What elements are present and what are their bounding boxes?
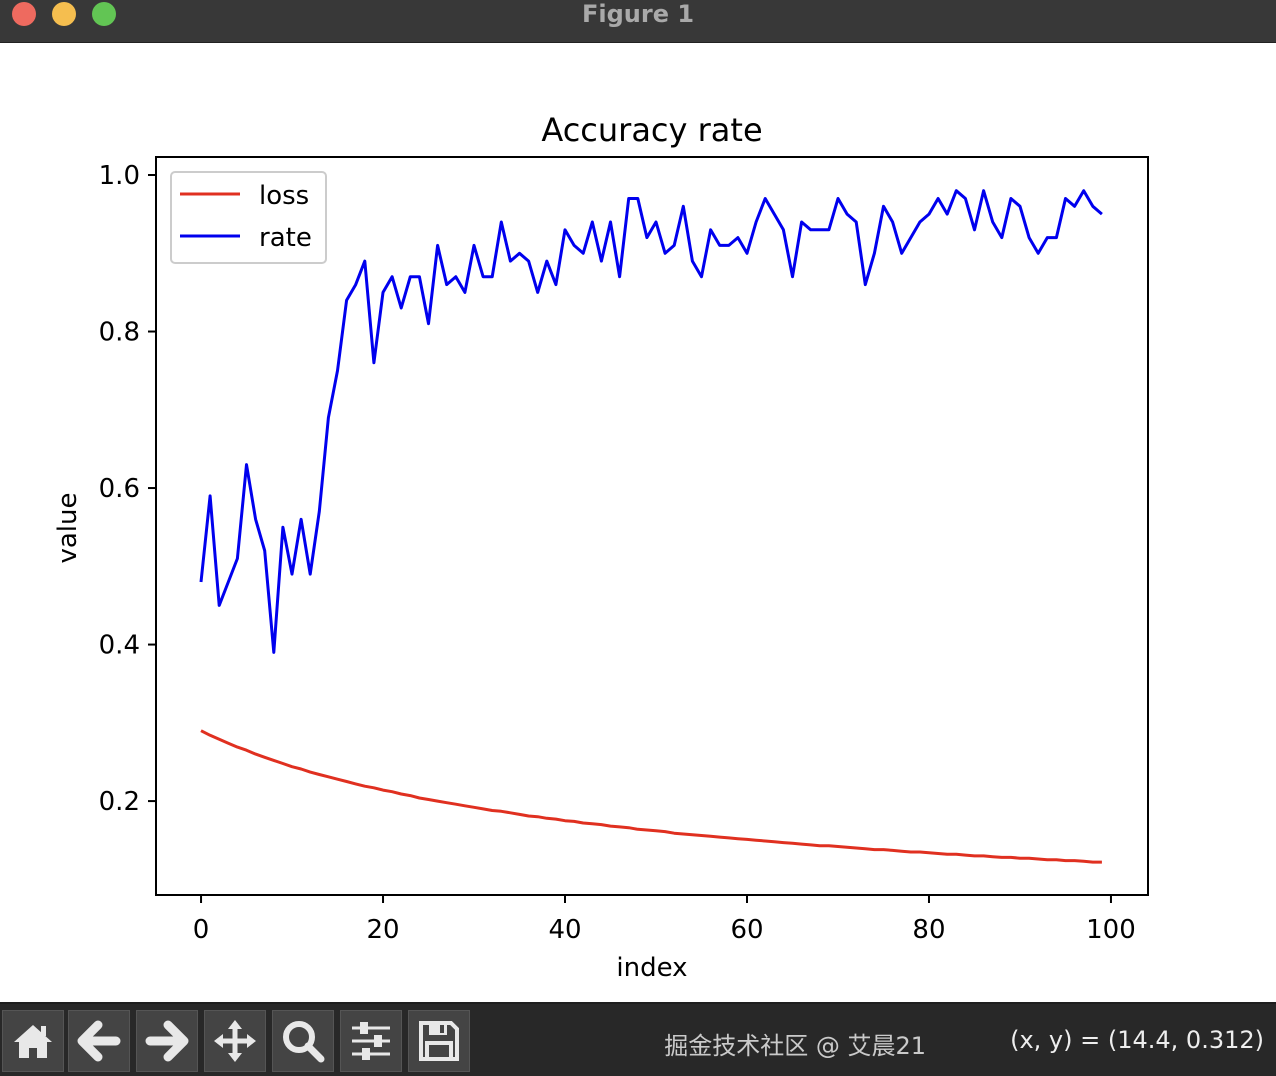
series-line-loss — [200, 729, 1102, 864]
x-axis-label: index — [616, 953, 687, 983]
navigation-toolbar: 掘金技术社区 @ 艾晨21 (x, y) = (14.4, 0.312) — [0, 1002, 1276, 1076]
watermark: 掘金技术社区 @ 艾晨21 — [664, 1032, 926, 1060]
zoom-button[interactable] — [272, 1010, 334, 1072]
figure-canvas[interactable]: Accuracy rate 0 20 40 60 80 100 0.2 0.4 0.6 0.8 1.0… — [0, 43, 1276, 1002]
pan-button[interactable] — [204, 1010, 266, 1072]
x-tick-label: 0 — [193, 915, 210, 945]
back-arrow-icon — [77, 1020, 121, 1062]
y-tick-label: 0.2 — [99, 787, 140, 817]
zoom-window-button[interactable] — [92, 2, 116, 26]
minimize-window-button[interactable] — [52, 2, 76, 26]
y-tick-label: 0.6 — [99, 474, 140, 504]
window-title: Figure 1 — [581, 0, 695, 28]
close-window-button[interactable] — [12, 2, 36, 26]
configure-subplots-button[interactable] — [340, 1010, 402, 1072]
x-tick-label: 80 — [912, 915, 945, 945]
window-titlebar: Figure 1 — [0, 0, 1276, 43]
x-tick-label: 40 — [548, 915, 581, 945]
y-axis-label: value — [53, 492, 83, 563]
save-floppy-icon — [419, 1021, 459, 1061]
configure-subplots-icon — [352, 1022, 390, 1060]
y-tick-label: 0.4 — [99, 631, 140, 661]
legend-label-rate: rate — [259, 223, 312, 253]
chart-title: Accuracy rate — [541, 111, 762, 149]
plot-frame — [155, 156, 1149, 896]
series-line-rate — [199, 189, 1103, 654]
zoom-magnifier-icon — [283, 1021, 325, 1063]
y-tick-label: 1.0 — [99, 161, 140, 191]
back-button[interactable] — [68, 1010, 130, 1072]
chart: Accuracy rate 0 20 40 60 80 100 0.2 0.4 0.6 0.8 1.0… — [53, 111, 1149, 983]
forward-button[interactable] — [136, 1010, 198, 1072]
x-tick-label: 60 — [730, 915, 763, 945]
save-button[interactable] — [408, 1010, 470, 1072]
home-button[interactable] — [2, 1010, 64, 1072]
pan-move-icon — [214, 1020, 256, 1062]
coordinate-readout: (x, y) = (14.4, 0.312) — [1010, 1026, 1264, 1054]
y-tick-label: 0.8 — [99, 318, 140, 348]
legend-label-loss: loss — [259, 181, 309, 211]
home-icon — [14, 1025, 52, 1058]
forward-arrow-icon — [145, 1020, 189, 1062]
x-tick-label: 20 — [366, 915, 399, 945]
x-tick-label: 100 — [1086, 915, 1136, 945]
